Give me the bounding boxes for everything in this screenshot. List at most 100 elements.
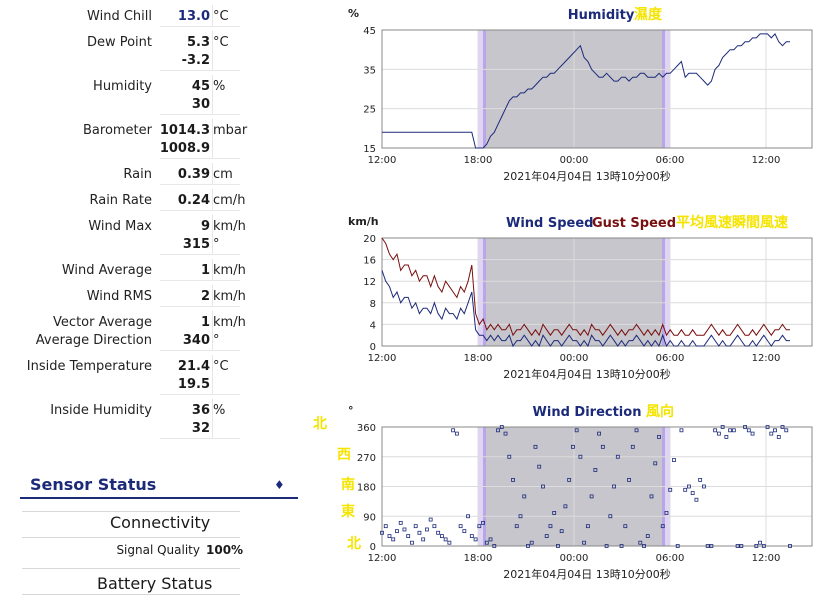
wind-average-unit: km/h: [213, 263, 246, 278]
connectivity-box-mid: [22, 537, 240, 538]
wind-chill-unit: °C: [213, 9, 229, 24]
inside-humidity-label: Inside Humidity: [50, 403, 152, 418]
chart3-timestamp: 2021年04月04日 13時10分00秒: [503, 567, 670, 581]
battery-box-top: [22, 568, 240, 569]
chart3-point: [776, 435, 781, 439]
chart2-ytick-label: 16: [363, 256, 376, 267]
row-separator: [160, 438, 240, 439]
chart3-point: [541, 484, 545, 489]
chart1-ytick-label: 35: [363, 65, 376, 76]
connectivity-box-top: [22, 511, 240, 512]
chart1-xtick-label: 00:00: [560, 155, 589, 166]
chart2-xtick-label: 06:00: [656, 353, 685, 364]
chart1-xtick-label: 06:00: [656, 155, 685, 166]
chart3-point: [552, 511, 557, 515]
chart3-xtick-label: 12:00: [368, 553, 397, 564]
chart3-point: [765, 425, 770, 429]
chart1-series-1-line: [382, 33, 790, 149]
chart2-ytick-label: 8: [370, 299, 376, 310]
wind-average-value-1: 1: [200, 263, 210, 278]
chart3-point: [660, 524, 665, 529]
chart3-point: [679, 428, 684, 433]
collapse-diamond-icon[interactable]: ♦: [274, 478, 285, 492]
cell-divider: [212, 285, 213, 307]
humidity-value-1: 45: [191, 79, 210, 94]
sensor-status-title: Sensor Status: [30, 475, 157, 494]
chart3-xtick-label: 12:00: [752, 553, 781, 564]
battery-box-bottom: [22, 594, 240, 595]
chart3-point: [623, 524, 628, 529]
chart3-shade-right: [662, 427, 665, 546]
chart2-ytick-label: 20: [363, 234, 376, 245]
chart3-point: [761, 544, 766, 548]
row-separator: [160, 280, 240, 281]
inside-humidity-value-1: 36: [191, 403, 210, 418]
chart3-point: [556, 544, 560, 548]
chart3-title: Wind Direction: [533, 405, 642, 420]
chart3-point: [668, 487, 673, 492]
cell-divider: [212, 259, 213, 281]
section-divider: [20, 497, 298, 499]
chart2-shade: [486, 238, 662, 346]
row-separator: [160, 158, 240, 159]
chart3-point: [544, 534, 549, 538]
chart3-point: [417, 530, 422, 535]
chart3-shade-left: [483, 427, 486, 546]
chart3-point: [720, 425, 725, 429]
wind-rms-label: Wind RMS: [86, 289, 152, 304]
cell-divider: [212, 5, 213, 27]
chart3-point: [511, 477, 515, 482]
dew-point-unit: °C: [213, 35, 229, 50]
chart2-title-cjk: 平均風速瞬間風速: [676, 214, 788, 231]
chart3-point: [477, 524, 482, 529]
chart1-xtick-label: 12:00: [752, 155, 781, 166]
connectivity-heading: Connectivity: [110, 513, 211, 532]
chart2-ytick-label: 4: [370, 320, 376, 331]
direction-legend-s: 南: [341, 477, 355, 493]
wind-rms-unit: km/h: [213, 289, 246, 304]
chart3-point: [439, 534, 444, 538]
rain-unit: cm: [213, 167, 233, 182]
chart3-point: [443, 537, 448, 542]
chart3-point: [425, 527, 429, 532]
chart3-point: [387, 534, 392, 538]
dew-point-value-1: 5.3: [186, 35, 210, 50]
inside-temperature-value-2: 19.5: [177, 377, 210, 392]
chart3-point: [746, 428, 751, 433]
row-separator: [160, 70, 240, 71]
chart2-xtick-label: 12:00: [752, 353, 781, 364]
chart3-point: [563, 504, 568, 509]
signal-quality-value: 100%: [206, 543, 244, 557]
cell-divider: [212, 75, 213, 115]
signal-quality-label: Signal Quality: [116, 543, 200, 557]
wind-chill-label: Wind Chill: [87, 9, 152, 24]
humidity-value-2: 30: [191, 97, 210, 112]
chart3-point: [716, 431, 721, 436]
chart3-point: [664, 511, 669, 515]
chart3-point: [619, 544, 624, 548]
chart3-point: [466, 514, 470, 519]
chart3-point: [657, 435, 661, 439]
chart3-point: [454, 431, 459, 436]
chart3-point: [750, 431, 755, 436]
chart3-point: [653, 461, 658, 466]
inside-temperature-label: Inside Temperature: [26, 359, 152, 374]
chart2-series-1-line: [381, 270, 790, 348]
chart3-point: [514, 524, 519, 529]
chart3-point: [675, 544, 680, 548]
inside-temperature-unit: °C: [213, 359, 229, 374]
chart3-point: [559, 529, 564, 534]
chart3-xtick-label: 06:00: [656, 553, 685, 564]
chart3-point: [526, 544, 530, 548]
chart3-point: [533, 444, 538, 449]
chart3-point: [724, 435, 729, 439]
chart3-point: [582, 540, 587, 545]
barometer-unit: mbar: [213, 123, 248, 138]
chart2-shade-left: [483, 238, 486, 346]
chart3-point: [428, 517, 433, 522]
chart2-series-2-line: [381, 237, 790, 337]
chart1-shade-left: [483, 30, 486, 148]
chart2-xtick-label: 18:00: [464, 353, 493, 364]
chart1-shade: [486, 30, 662, 148]
chart3-point: [780, 425, 785, 429]
